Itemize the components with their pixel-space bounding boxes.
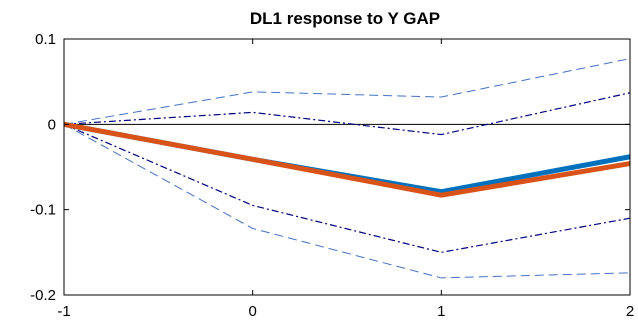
- y-tick-label: -0.1: [30, 202, 56, 219]
- plot-frame: [63, 38, 631, 296]
- x-tick-label: -1: [57, 303, 70, 320]
- y-tick-label: 0: [48, 116, 56, 133]
- y-tick-label: 0.1: [35, 31, 56, 48]
- series-line-3: [63, 123, 631, 253]
- series-line-2: [63, 92, 631, 136]
- series-line-5: [63, 121, 631, 195]
- series-line-6: [63, 121, 631, 198]
- x-tick-label: 0: [248, 303, 256, 320]
- chart-title: DL1 response to Y GAP: [250, 9, 440, 28]
- series-line-1: [63, 58, 631, 125]
- series-line-4: [63, 123, 631, 279]
- x-tick-label: 2: [626, 303, 634, 320]
- y-tick-label: -0.2: [30, 287, 56, 304]
- x-tick-label: 1: [437, 303, 445, 320]
